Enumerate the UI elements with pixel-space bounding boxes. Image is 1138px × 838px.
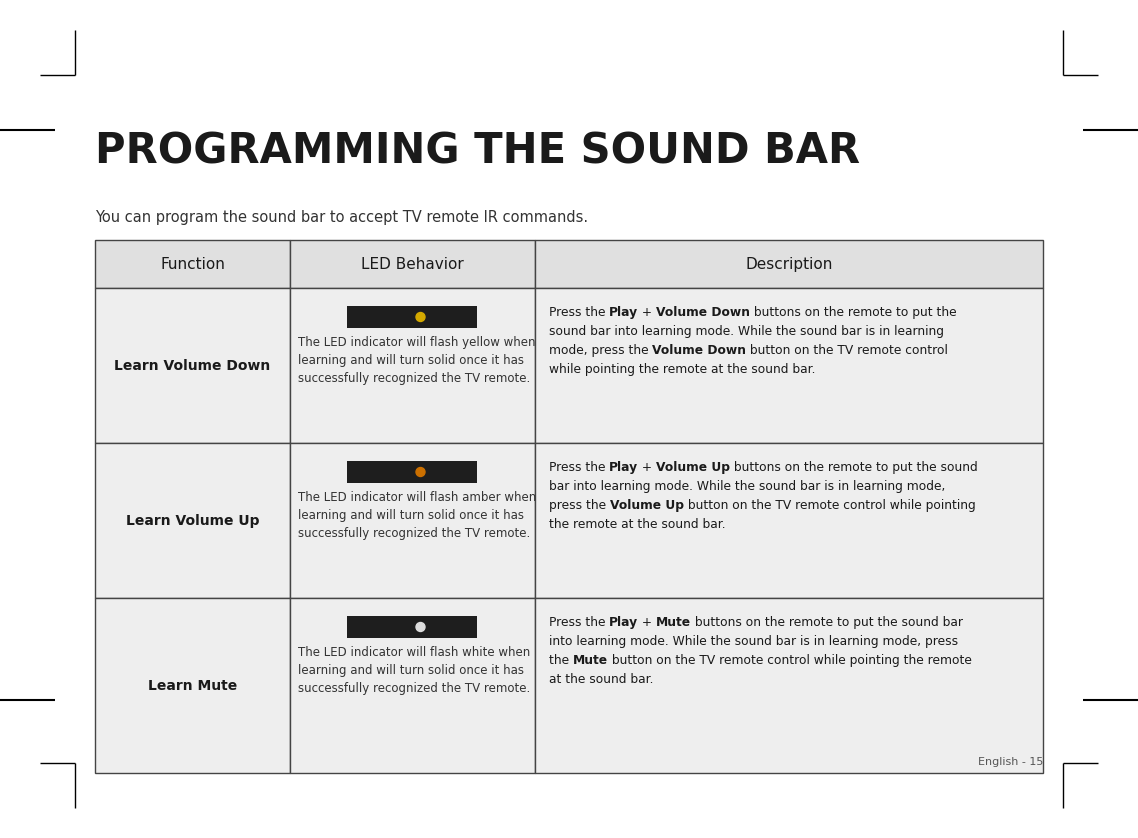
Text: The LED indicator will flash white when
learning and will turn solid once it has: The LED indicator will flash white when … (298, 646, 530, 695)
Text: Mute: Mute (574, 654, 608, 667)
Text: Description: Description (745, 256, 833, 272)
Bar (290, 443, 535, 598)
Text: buttons on the remote to put the sound: buttons on the remote to put the sound (731, 461, 979, 474)
Text: +: + (638, 616, 657, 629)
Text: The LED indicator will flash yellow when
learning and will turn solid once it ha: The LED indicator will flash yellow when… (298, 336, 536, 385)
Text: Mute: Mute (657, 616, 692, 629)
Text: Play: Play (609, 461, 638, 474)
Bar (94, 288, 290, 443)
Text: the: the (549, 654, 574, 667)
Text: sound bar into learning mode. While the sound bar is in learning: sound bar into learning mode. While the … (549, 325, 945, 338)
Bar (290, 240, 535, 288)
Text: Learn Mute: Learn Mute (148, 679, 237, 692)
Bar (347, 306, 478, 328)
Text: The LED indicator will flash amber when
learning and will turn solid once it has: The LED indicator will flash amber when … (298, 491, 536, 540)
Bar (535, 443, 1044, 598)
Text: while pointing the remote at the sound bar.: while pointing the remote at the sound b… (549, 363, 816, 376)
Text: buttons on the remote to put the sound bar: buttons on the remote to put the sound b… (692, 616, 964, 629)
Text: Learn Volume Up: Learn Volume Up (126, 514, 259, 527)
Text: Press the: Press the (549, 616, 609, 629)
Text: at the sound bar.: at the sound bar. (549, 673, 653, 686)
Text: button on the TV remote control while pointing the remote: button on the TV remote control while po… (608, 654, 972, 667)
Bar (535, 240, 1044, 288)
Text: +: + (638, 306, 657, 319)
Text: the remote at the sound bar.: the remote at the sound bar. (549, 518, 726, 531)
Bar (94, 240, 290, 288)
Text: Learn Volume Down: Learn Volume Down (115, 359, 271, 373)
Text: mode, press the: mode, press the (549, 344, 652, 357)
Text: bar into learning mode. While the sound bar is in learning mode,: bar into learning mode. While the sound … (549, 480, 946, 493)
Circle shape (417, 313, 424, 322)
Text: into learning mode. While the sound bar is in learning mode, press: into learning mode. While the sound bar … (549, 635, 958, 648)
Text: button on the TV remote control: button on the TV remote control (747, 344, 948, 357)
Bar (94, 598, 290, 773)
Bar (347, 461, 478, 483)
Text: Volume Up: Volume Up (657, 461, 731, 474)
Text: Function: Function (160, 256, 225, 272)
Bar (94, 443, 290, 598)
Text: button on the TV remote control while pointing: button on the TV remote control while po… (684, 499, 975, 512)
Bar (535, 598, 1044, 773)
Text: Volume Down: Volume Down (657, 306, 750, 319)
Circle shape (417, 468, 424, 477)
Bar (347, 616, 478, 638)
Text: Press the: Press the (549, 461, 609, 474)
Text: PROGRAMMING THE SOUND BAR: PROGRAMMING THE SOUND BAR (94, 130, 860, 172)
Text: Volume Down: Volume Down (652, 344, 747, 357)
Text: You can program the sound bar to accept TV remote IR commands.: You can program the sound bar to accept … (94, 210, 588, 225)
Circle shape (417, 623, 424, 632)
Bar (535, 288, 1044, 443)
Text: Play: Play (609, 616, 638, 629)
Text: Volume Up: Volume Up (610, 499, 684, 512)
Text: LED Behavior: LED Behavior (361, 256, 464, 272)
Bar (290, 288, 535, 443)
Text: Press the: Press the (549, 306, 609, 319)
Text: English - 15: English - 15 (978, 757, 1044, 767)
Text: Play: Play (609, 306, 638, 319)
Text: press the: press the (549, 499, 610, 512)
Text: buttons on the remote to put the: buttons on the remote to put the (750, 306, 957, 319)
Bar (290, 598, 535, 773)
Text: +: + (638, 461, 657, 474)
